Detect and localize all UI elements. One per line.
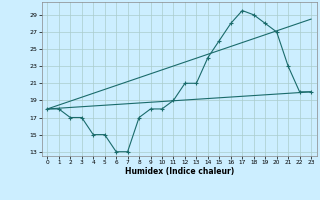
X-axis label: Humidex (Indice chaleur): Humidex (Indice chaleur) (124, 167, 234, 176)
